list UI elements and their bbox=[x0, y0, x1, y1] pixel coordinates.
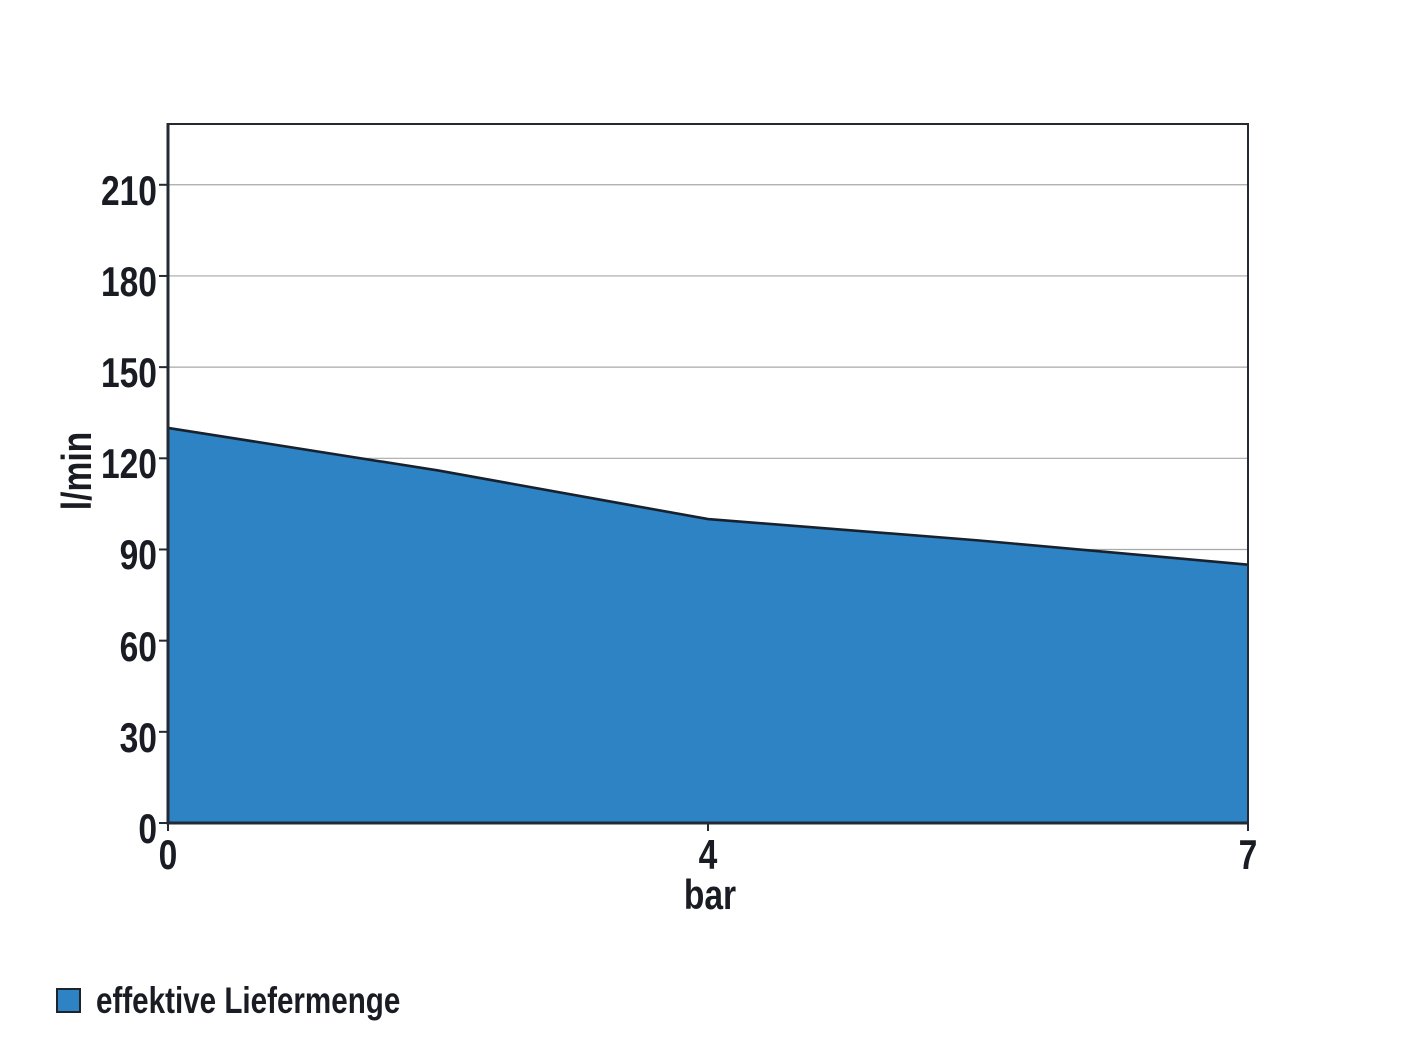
y-tick-label-0: 0 bbox=[138, 805, 157, 852]
x-tick-label-0: 0 bbox=[158, 831, 178, 878]
area-series-fill bbox=[168, 427, 1248, 823]
x-axis-title: bar bbox=[683, 871, 737, 918]
y-tick-label-210: 210 bbox=[100, 166, 157, 214]
y-axis-title: l/min bbox=[53, 431, 100, 511]
x-tick-label-7: 7 bbox=[1238, 831, 1258, 878]
legend-series-label: effektive Liefermenge bbox=[96, 980, 401, 1021]
x-tick-label-4: 4 bbox=[698, 831, 718, 878]
legend-swatch-icon bbox=[56, 988, 81, 1013]
area-series-line bbox=[167, 426, 1249, 566]
y-tick-label-120: 120 bbox=[100, 440, 157, 488]
y-tick-label-90: 90 bbox=[119, 531, 157, 579]
y-tick-label-30: 30 bbox=[119, 713, 157, 761]
y-tick-label-60: 60 bbox=[119, 622, 157, 670]
y-tick-label-150: 150 bbox=[100, 349, 157, 397]
y-tick-label-180: 180 bbox=[100, 257, 157, 305]
legend: effektive Liefermenge bbox=[56, 982, 476, 1019]
